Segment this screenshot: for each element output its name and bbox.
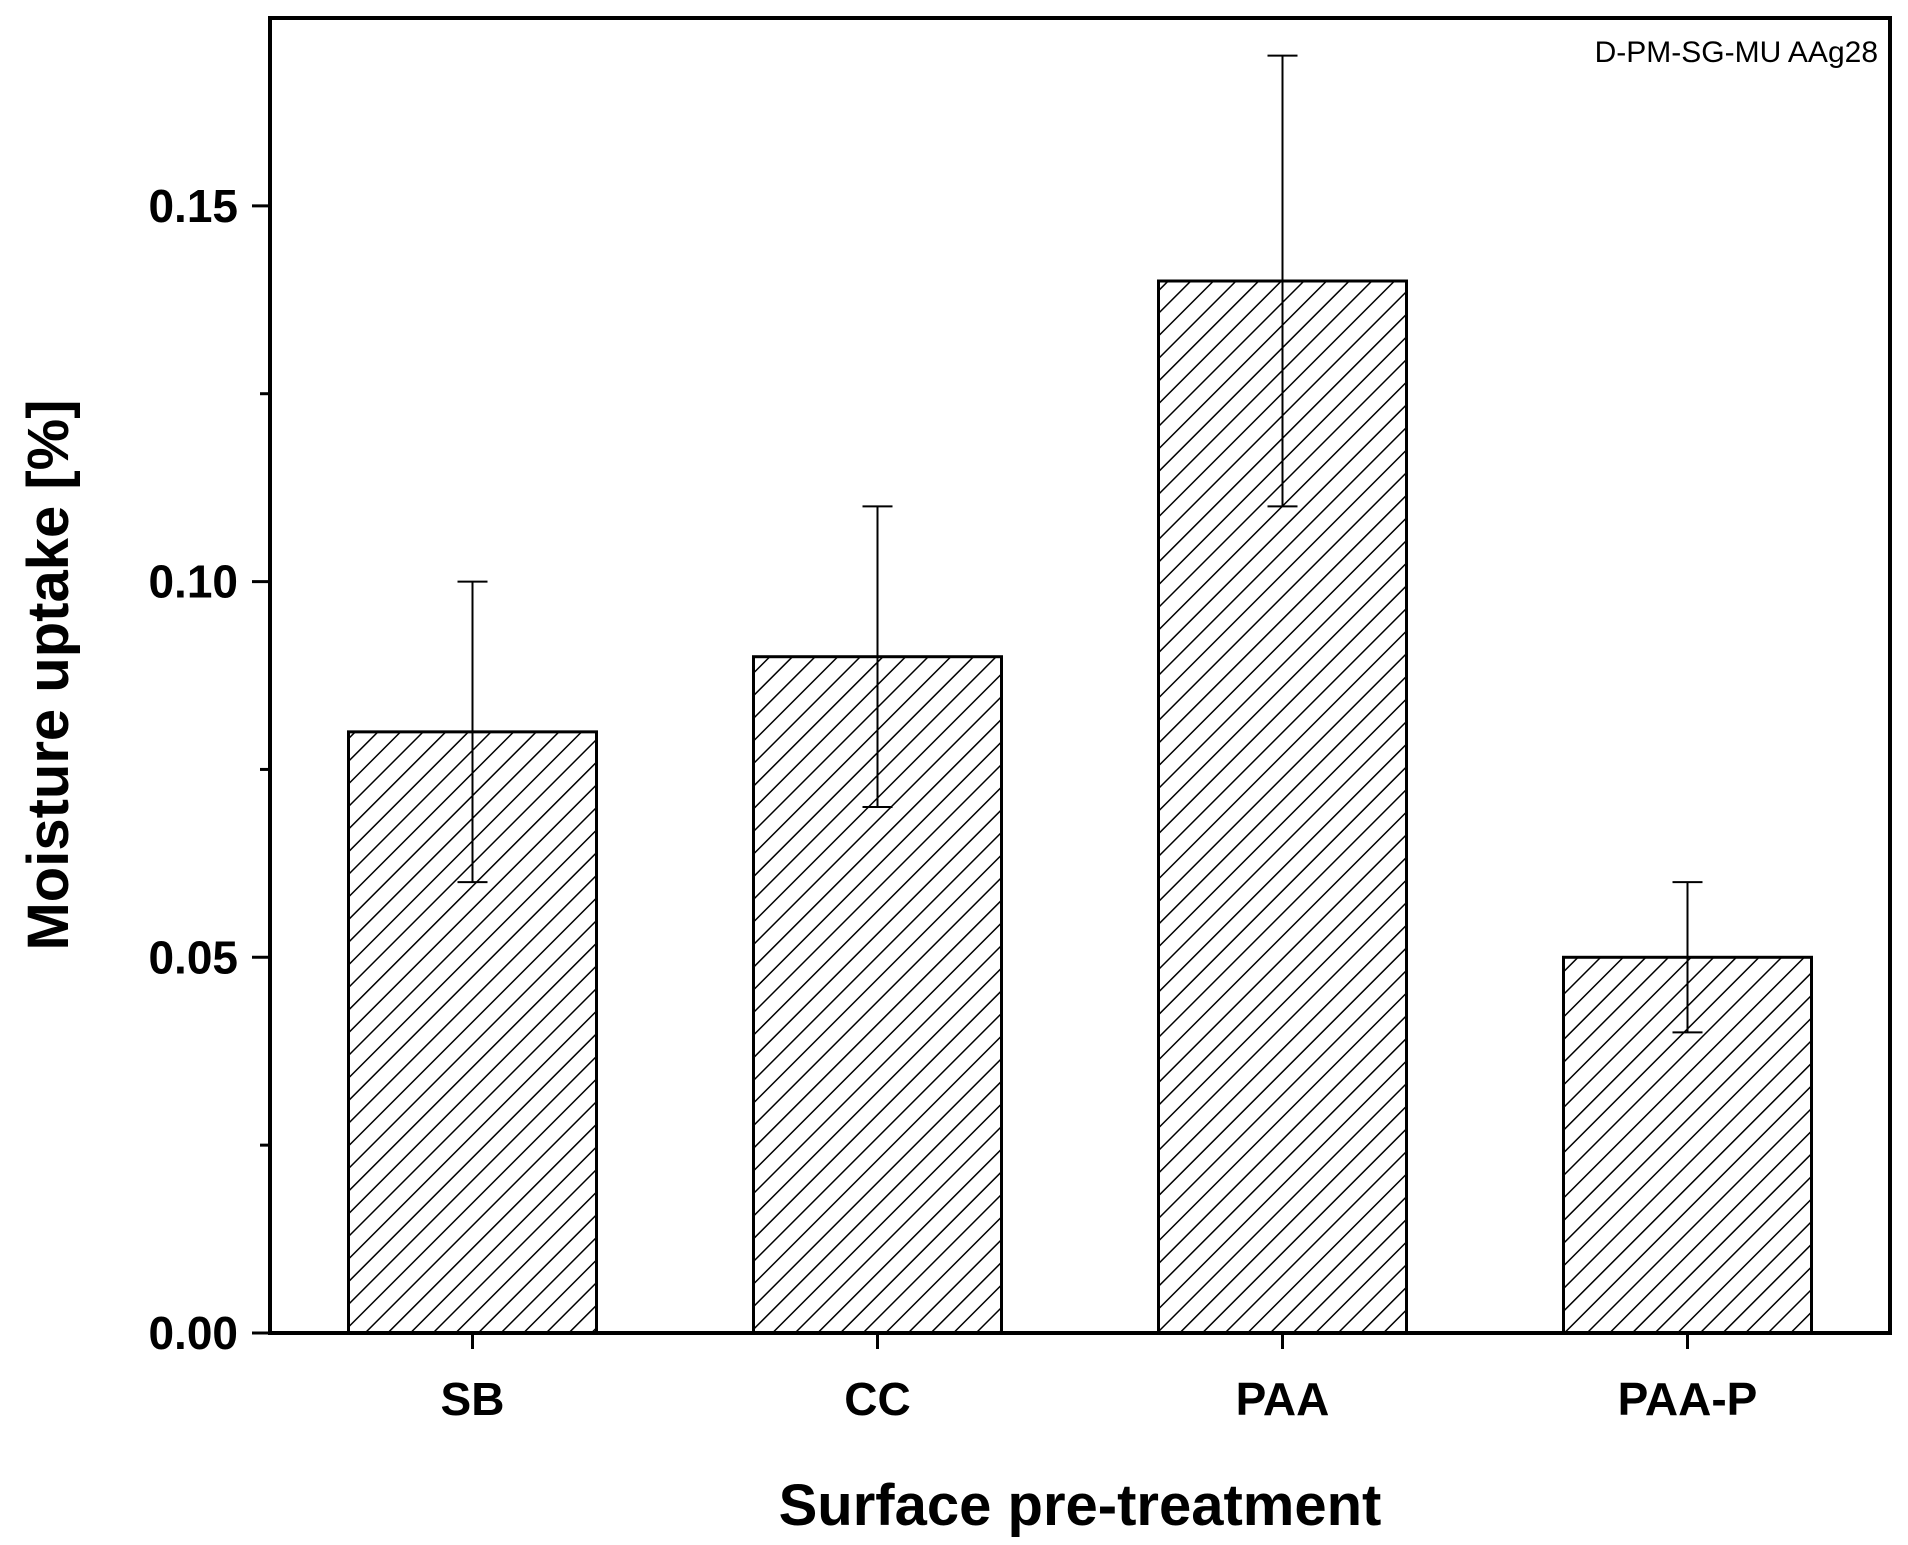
error-bar-cc <box>862 505 893 808</box>
y-tick-label: 0.10 <box>148 556 238 608</box>
x-tick-label-paa: PAA <box>1236 1373 1330 1425</box>
x-tick-label-paa-p: PAA-P <box>1618 1373 1758 1425</box>
error-bar-sb <box>457 580 488 884</box>
chart-annotation: D-PM-SG-MU AAg28 <box>1595 36 1878 69</box>
x-tick-label-sb: SB <box>441 1373 505 1425</box>
x-axis-label: Surface pre-treatment <box>779 1473 1382 1538</box>
error-bar-paa <box>1267 54 1298 508</box>
y-tick-label: 0.15 <box>148 180 238 232</box>
error-bar-paa-p <box>1672 881 1703 1034</box>
plot-frame <box>268 16 1892 1335</box>
y-axis-label: Moisture uptake [%] <box>16 399 81 950</box>
y-tick-label: 0.05 <box>148 931 238 983</box>
x-tick-label-cc: CC <box>844 1373 910 1425</box>
y-tick-label: 0.00 <box>148 1307 238 1359</box>
